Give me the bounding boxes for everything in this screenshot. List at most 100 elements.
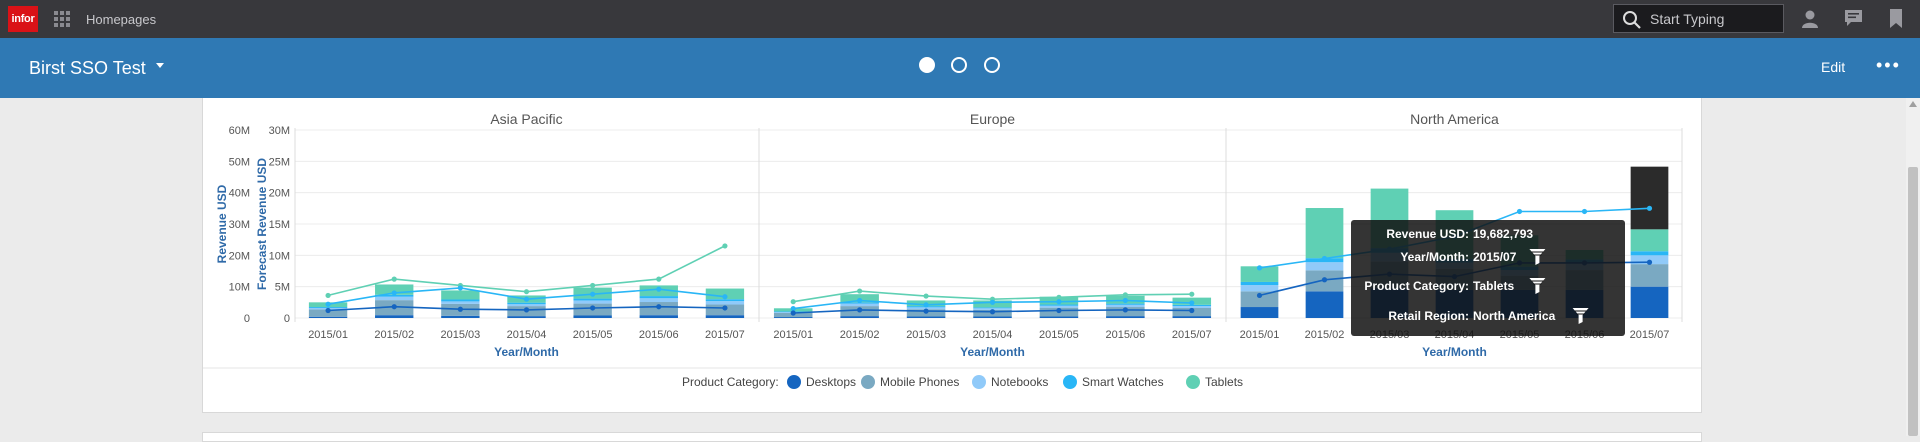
x-tick-label: 2015/04	[507, 329, 547, 341]
x-tick-label: 2015/07	[705, 329, 745, 341]
bar-segment	[573, 315, 612, 318]
forecast-point	[325, 301, 331, 307]
bar-segment	[705, 301, 745, 305]
legend-item-label: Smart Watches	[1082, 375, 1164, 389]
legend-swatch	[1063, 375, 1077, 389]
x-tick-label: 2015/01	[308, 329, 348, 341]
x-tick-label: 2015/02	[840, 329, 880, 341]
x-axis-title: Year/Month	[960, 345, 1025, 359]
bar-segment	[1039, 304, 1079, 306]
legend-item-label: Mobile Phones	[880, 375, 959, 389]
bar-segment	[573, 300, 612, 304]
homepages-link[interactable]: Homepages	[86, 12, 157, 27]
forecast-point	[790, 299, 796, 305]
bar-segment	[1106, 304, 1145, 308]
tooltip-label: Product Category:	[1364, 279, 1469, 293]
y-right-tick-label: 25M	[269, 156, 290, 168]
legend-item-label: Desktops	[806, 375, 856, 389]
forecast-point	[1646, 259, 1653, 265]
x-tick-label: 2015/04	[973, 329, 1013, 341]
forecast-point	[1256, 292, 1263, 299]
y-left-tick-label: 30M	[229, 219, 250, 231]
x-tick-label: 2015/07	[1630, 329, 1670, 341]
x-axis-title: Year/Month	[494, 345, 559, 359]
bar-segment	[705, 315, 745, 318]
forecast-point	[656, 276, 662, 282]
more-options-button[interactable]: •••	[1876, 55, 1901, 75]
infor-logo[interactable]: infor	[8, 6, 38, 32]
apps-grid-icon[interactable]	[54, 11, 70, 27]
forecast-point	[523, 289, 530, 295]
bar-segment	[1630, 251, 1669, 256]
x-tick-label: 2015/07	[1172, 329, 1212, 341]
filter-funnel-icon	[1572, 308, 1589, 324]
bar-segment	[973, 308, 1012, 310]
forecast-point	[325, 292, 331, 299]
scrollbar-thumb[interactable]	[1908, 167, 1918, 436]
forecast-point	[391, 290, 397, 296]
scroll-up-arrow-icon[interactable]	[1909, 101, 1917, 107]
y-left-tick-label: 50M	[229, 156, 250, 168]
tooltip-value: 2015/07	[1473, 250, 1517, 264]
y-right-tick-label: 15M	[269, 219, 290, 231]
messages-icon[interactable]	[1844, 9, 1863, 28]
bar-segment	[906, 316, 946, 318]
forecast-point	[325, 307, 331, 314]
bar-segment	[507, 304, 546, 307]
forecast-point	[722, 294, 728, 300]
bar-segment	[1305, 291, 1344, 318]
page-title[interactable]: Birst SSO Test	[29, 58, 146, 78]
forecast-point	[722, 305, 728, 311]
forecast-point	[790, 306, 796, 312]
bar-segment	[573, 298, 612, 301]
funnel-stripes	[1531, 251, 1544, 256]
forecast-point	[1122, 297, 1128, 304]
search-box[interactable]	[1613, 4, 1784, 33]
chevron-down-icon[interactable]	[156, 63, 164, 69]
tooltip-box	[1351, 220, 1625, 336]
x-tick-label: 2015/01	[773, 329, 813, 341]
tooltip-label: Revenue USD:	[1386, 227, 1469, 241]
bar-segment	[441, 290, 480, 300]
x-tick-label: 2015/06	[1105, 329, 1145, 341]
x-tick-label: 2015/05	[573, 329, 613, 341]
search-input[interactable]	[1650, 9, 1776, 29]
forecast-point	[1321, 277, 1328, 283]
x-tick-label: 2015/03	[906, 329, 946, 341]
page-dot-2[interactable]	[951, 57, 967, 73]
funnel-shape	[1529, 249, 1546, 265]
bar-segment	[308, 316, 348, 318]
bar-segment	[1240, 281, 1279, 286]
page-dot-1[interactable]	[919, 57, 935, 73]
tooltip-value: 19,682,793	[1473, 227, 1533, 241]
y-left-tick-label: 60M	[229, 125, 250, 137]
y-right-tick-label: 0	[284, 313, 290, 325]
bar-segment	[1630, 229, 1669, 252]
bar-segment	[639, 298, 678, 303]
legend-item-label: Tablets	[1205, 375, 1243, 389]
bar-segment	[1172, 306, 1212, 308]
edit-button[interactable]: Edit	[1821, 59, 1846, 75]
bar-segment	[507, 302, 546, 305]
y-left-axis-title: Revenue USD	[215, 184, 229, 263]
x-tick-label: 2015/06	[639, 329, 679, 341]
bar-segment	[308, 307, 348, 308]
forecast-point	[457, 285, 463, 291]
y-left-tick-label: 40M	[229, 188, 250, 200]
bar-segment	[375, 284, 414, 295]
tooltip-label: Year/Month:	[1400, 250, 1469, 264]
x-tick-label: 2015/03	[440, 329, 480, 341]
bookmark-icon[interactable]	[1889, 9, 1903, 29]
y-right-tick-label: 10M	[269, 250, 290, 262]
forecast-point	[1646, 205, 1653, 211]
forecast-point	[1321, 255, 1328, 262]
page-dot-3[interactable]	[984, 57, 1000, 73]
forecast-point	[1581, 208, 1588, 215]
panel-title: North America	[1410, 111, 1499, 127]
legend-item-label: Notebooks	[991, 375, 1048, 389]
user-icon[interactable]	[1801, 9, 1819, 29]
bar-segment	[1630, 264, 1669, 287]
forecast-point	[790, 310, 796, 316]
forecast-point	[523, 307, 530, 313]
